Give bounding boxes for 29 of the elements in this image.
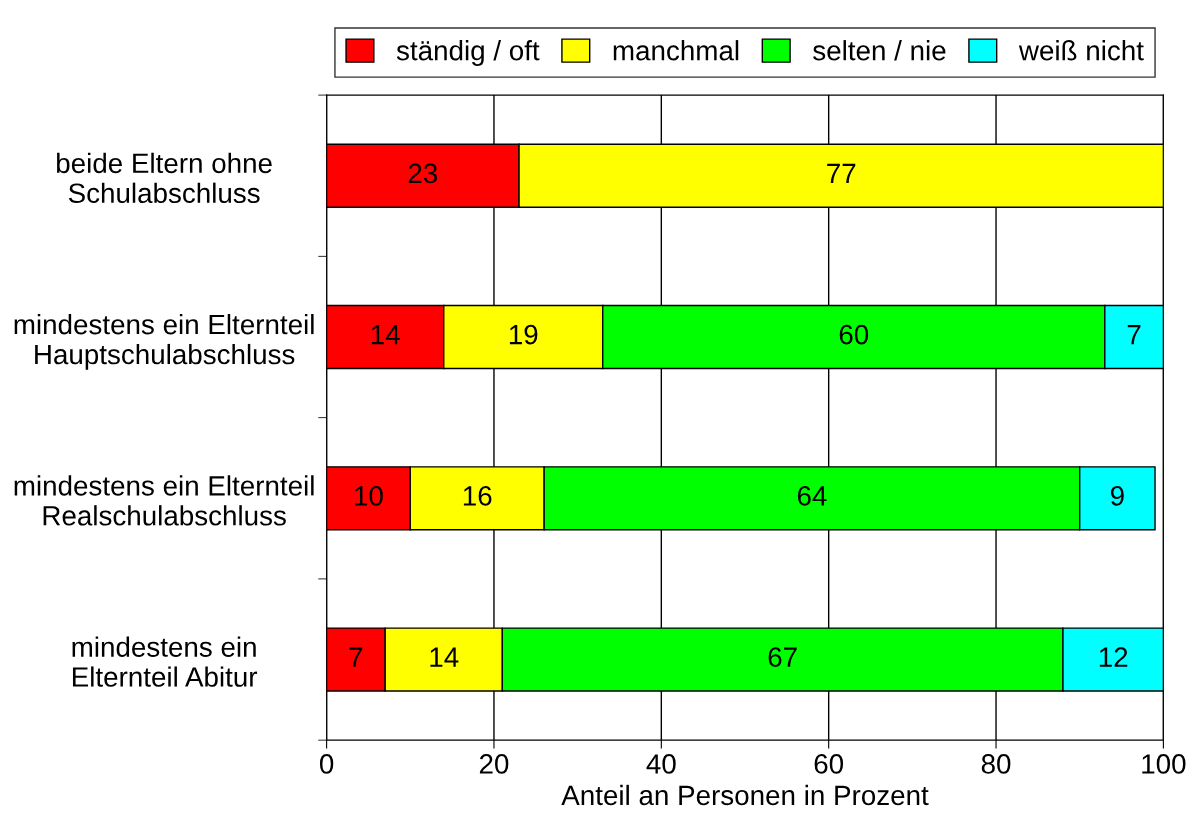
data-label: 60 <box>839 324 869 345</box>
data-label: 12 <box>1099 647 1128 667</box>
y-tick-label: mindestens ein Elternteil Abitur <box>72 636 258 687</box>
y-tick-label: mindestens ein Elternteil Realschulabschluss <box>14 475 314 526</box>
data-label: 64 <box>797 486 827 506</box>
data-label: 67 <box>768 647 797 667</box>
x-tick-label: 60 <box>814 754 844 774</box>
data-label: 14 <box>430 647 459 667</box>
data-label: 7 <box>349 647 363 667</box>
x-tick-label: 0 <box>319 754 334 774</box>
data-label: 16 <box>463 486 492 506</box>
x-tick-label: 20 <box>479 754 509 774</box>
x-tick-label: 80 <box>981 754 1011 774</box>
x-tick-label: 100 <box>1142 754 1186 774</box>
legend-label: ständig / oft <box>396 40 540 66</box>
y-tick-label: beide Eltern ohne Schulabschluss <box>57 152 272 204</box>
data-label: 7 <box>1127 325 1141 345</box>
data-label: 10 <box>355 486 383 506</box>
y-tick-label: mindestens ein Elternteil Hauptschulabschluss <box>14 313 314 370</box>
x-tick-label: 40 <box>646 754 676 774</box>
x-axis-title: Anteil an Personen in Prozent <box>561 784 929 806</box>
data-label: 23 <box>408 163 438 184</box>
data-label: 19 <box>509 324 538 345</box>
legend-label: weiß nicht <box>1018 40 1144 61</box>
data-label: 14 <box>371 325 400 345</box>
legend-label: manchmal <box>613 40 739 61</box>
legend-label: selten / nie <box>813 40 946 61</box>
data-label: 77 <box>827 163 856 183</box>
data-label: 9 <box>1110 486 1124 506</box>
